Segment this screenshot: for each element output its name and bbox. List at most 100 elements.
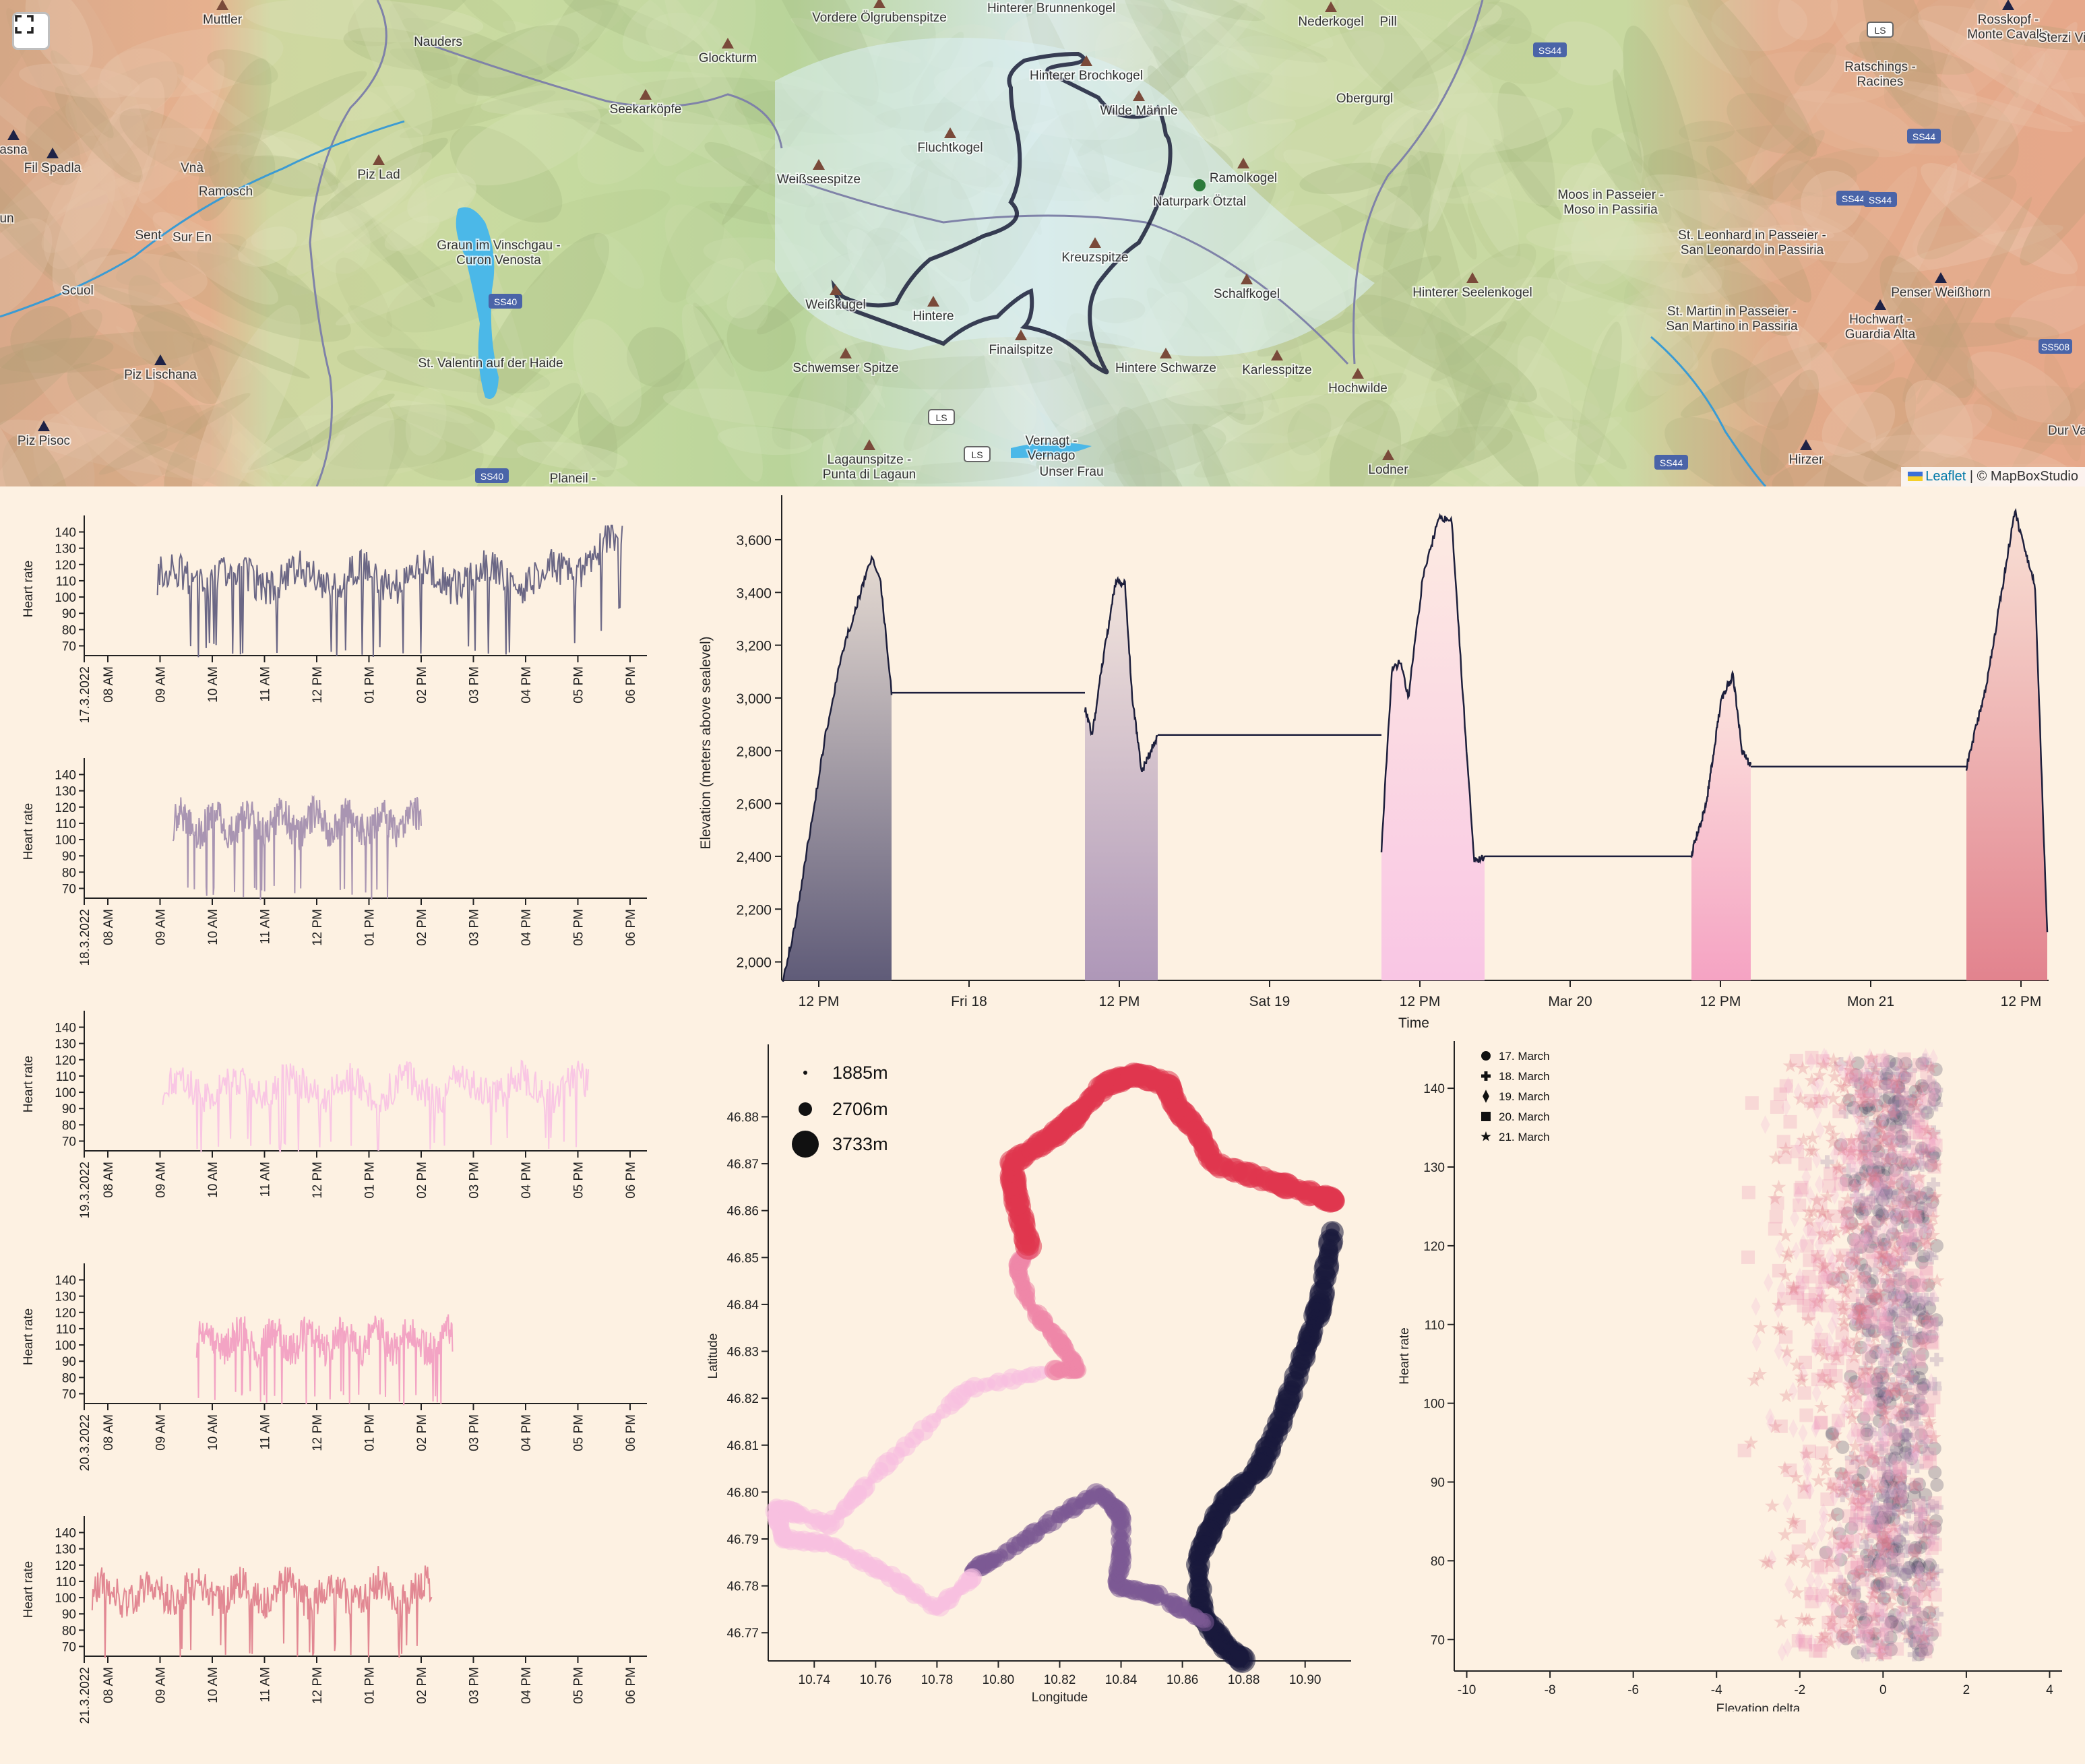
map-label[interactable]: Karlesspitze: [1241, 350, 1313, 379]
map-label-text: Hochwart -: [1849, 313, 1911, 327]
map-label[interactable]: un: [0, 210, 15, 227]
map-label-text: Lodner: [1368, 463, 1408, 477]
map-label[interactable]: Scuol: [60, 282, 95, 299]
svg-text:SS44: SS44: [1538, 45, 1561, 56]
fullscreen-button[interactable]: [12, 12, 50, 50]
elevation-x-tick: 12 PM: [1099, 994, 1140, 1009]
map-label[interactable]: Sur En: [171, 229, 213, 246]
road-shield: SS44: [1836, 191, 1870, 206]
map-label[interactable]: Weißseespitze: [776, 159, 862, 188]
map-label[interactable]: Vnà: [179, 160, 205, 177]
map-label[interactable]: Hochwart -Guardia Alta: [1844, 299, 1917, 343]
map-label[interactable]: Unser Frau: [1038, 464, 1104, 480]
y-tick-label: 100: [55, 1086, 76, 1100]
map-canvas[interactable]: Muttler Nauders Glockturm Vordere Ölgrubens…: [0, 0, 2085, 486]
y-tick-label: 140: [55, 768, 76, 782]
elevation-y-tick: 2,200: [736, 902, 772, 918]
map-label[interactable]: Sent: [133, 227, 163, 244]
scatter-y-tick: 70: [1431, 1633, 1445, 1647]
y-tick-label: 80: [62, 866, 76, 880]
map-label[interactable]: Pill: [1378, 13, 1398, 30]
x-tick-label: 08 AM: [102, 909, 116, 945]
map-label[interactable]: Hirzer: [1788, 439, 1825, 468]
map-label-text: Weißkugel: [805, 298, 865, 312]
map-label[interactable]: Schalfkogel: [1212, 274, 1281, 303]
map-label[interactable]: Nederkogel: [1297, 1, 1365, 30]
date-label: 19.3.2022: [78, 1162, 92, 1219]
scatter-points: [1737, 1047, 1945, 1664]
map-label-text: Unser Frau: [1039, 465, 1103, 479]
heart-rate-panel: Heart rate 140 130 120 110 100 90 80 70 18.3.2022…: [0, 745, 660, 987]
elevation-x-tick: Mon 21: [1847, 994, 1894, 1009]
map-label-text: Glockturm: [699, 51, 757, 65]
peak-icon: [154, 354, 166, 365]
map-label[interactable]: Nauders: [412, 34, 464, 51]
map-label[interactable]: Wilde Männle: [1098, 90, 1179, 119]
map-label[interactable]: Graun im Vinschgau -Curon Venosta: [435, 237, 561, 269]
map-label[interactable]: Hintere: [911, 296, 956, 325]
map-label[interactable]: Sterzi Vipit: [2037, 30, 2085, 46]
map-label[interactable]: Muttler: [201, 0, 244, 28]
elevation-x-tick: 12 PM: [1400, 994, 1441, 1009]
map-label[interactable]: Vernagt -Vernago: [1024, 433, 1078, 464]
map-label[interactable]: Naturpark Ötztal: [1152, 179, 1247, 210]
map-label[interactable]: Seekarköpfe: [609, 89, 683, 118]
hike-route[interactable]: [831, 51, 1173, 375]
scatter-legend-label: 17. March: [1499, 1050, 1550, 1063]
map-label[interactable]: Penser Weißhorn: [1890, 272, 1992, 301]
peak-icon: [46, 148, 59, 158]
track-y-tick: 46.86: [726, 1205, 759, 1219]
map-label[interactable]: Fluchtkogel: [916, 127, 985, 156]
map-label[interactable]: asna: [0, 129, 29, 158]
map-label[interactable]: Planeil -Planol: [549, 470, 598, 486]
map-label[interactable]: Rosskopf -Monte Cavallo: [1966, 0, 2051, 43]
map-label[interactable]: Lodner: [1367, 449, 1410, 478]
svg-text:SS44: SS44: [1869, 195, 1892, 206]
map-label[interactable]: Moos in Passeier -Moso in Passiria: [1556, 187, 1664, 218]
map-label[interactable]: Ratschings -Racines: [1843, 59, 1917, 90]
map-label[interactable]: Hochwilde: [1327, 368, 1389, 397]
map-label[interactable]: Weißkugel: [804, 284, 867, 313]
map-label-text: Hirzer: [1789, 453, 1824, 467]
map-label[interactable]: St. Valentin auf der Haide: [416, 355, 564, 372]
map-label[interactable]: Hinterer Brochkogel: [1028, 55, 1144, 84]
map-label[interactable]: Vordere Ölgrubenspitze: [811, 0, 948, 26]
map-label[interactable]: Dur Val: [2047, 422, 2085, 439]
x-tick-label: 09 AM: [154, 909, 168, 945]
map-label[interactable]: Schwemser Spitze: [791, 348, 900, 377]
map-label-text: Ramolkogel: [1210, 171, 1277, 185]
svg-text:LS: LS: [935, 412, 947, 423]
map-label[interactable]: St. Martin in Passeier -San Martino in P…: [1664, 303, 1799, 335]
peak-icon: [1800, 439, 1812, 450]
map-label[interactable]: Ramosch: [197, 183, 254, 200]
map-label[interactable]: Piz Lad: [356, 154, 402, 183]
map-label[interactable]: Piz Lischana: [123, 354, 198, 383]
map-label[interactable]: Hinterer Seelenkogel: [1411, 272, 1534, 301]
x-tick-label: 05 PM: [572, 909, 586, 946]
x-tick-label: 11 AM: [259, 909, 273, 944]
map-label[interactable]: Hinterer Brunnenkogel: [986, 0, 1117, 17]
elevation-y-label: Elevation (meters above sealevel): [698, 636, 714, 849]
map-view[interactable]: Muttler Nauders Glockturm Vordere Ölgrubens…: [0, 0, 2085, 486]
y-tick-label: 130: [55, 542, 76, 557]
map-label[interactable]: Finailspitze: [987, 329, 1055, 358]
map-label[interactable]: Piz Pisoc: [16, 420, 71, 449]
elevation-day-line: [782, 555, 893, 982]
map-label[interactable]: Kreuzspitze: [1060, 237, 1130, 266]
map-label[interactable]: St. Leonhard in Passeier -San Leonardo i…: [1677, 227, 1828, 259]
map-label[interactable]: Glockturm: [697, 38, 758, 67]
map-label[interactable]: Lagaunspitze -Punta di Lagaun: [821, 439, 917, 483]
map-label[interactable]: Obergurgl: [1335, 90, 1395, 107]
leaflet-link[interactable]: Leaflet: [1925, 469, 1966, 484]
map-label[interactable]: Fil Spadla: [23, 148, 83, 177]
map-label-text: Moso in Passiria: [1563, 203, 1658, 217]
elevation-x-tick: 12 PM: [1700, 994, 1741, 1009]
map-label[interactable]: Ramolkogel: [1208, 158, 1278, 187]
x-tick-label: 02 PM: [415, 909, 429, 946]
elevation-day-line: [1084, 575, 1158, 772]
map-label[interactable]: Hintere Schwarze: [1114, 348, 1218, 377]
road-shield: LS: [1867, 22, 1894, 38]
elevation-x-tick: 12 PM: [799, 994, 840, 1009]
heart-rate-line: [195, 1314, 454, 1406]
svg-text:SS44: SS44: [1842, 193, 1865, 204]
